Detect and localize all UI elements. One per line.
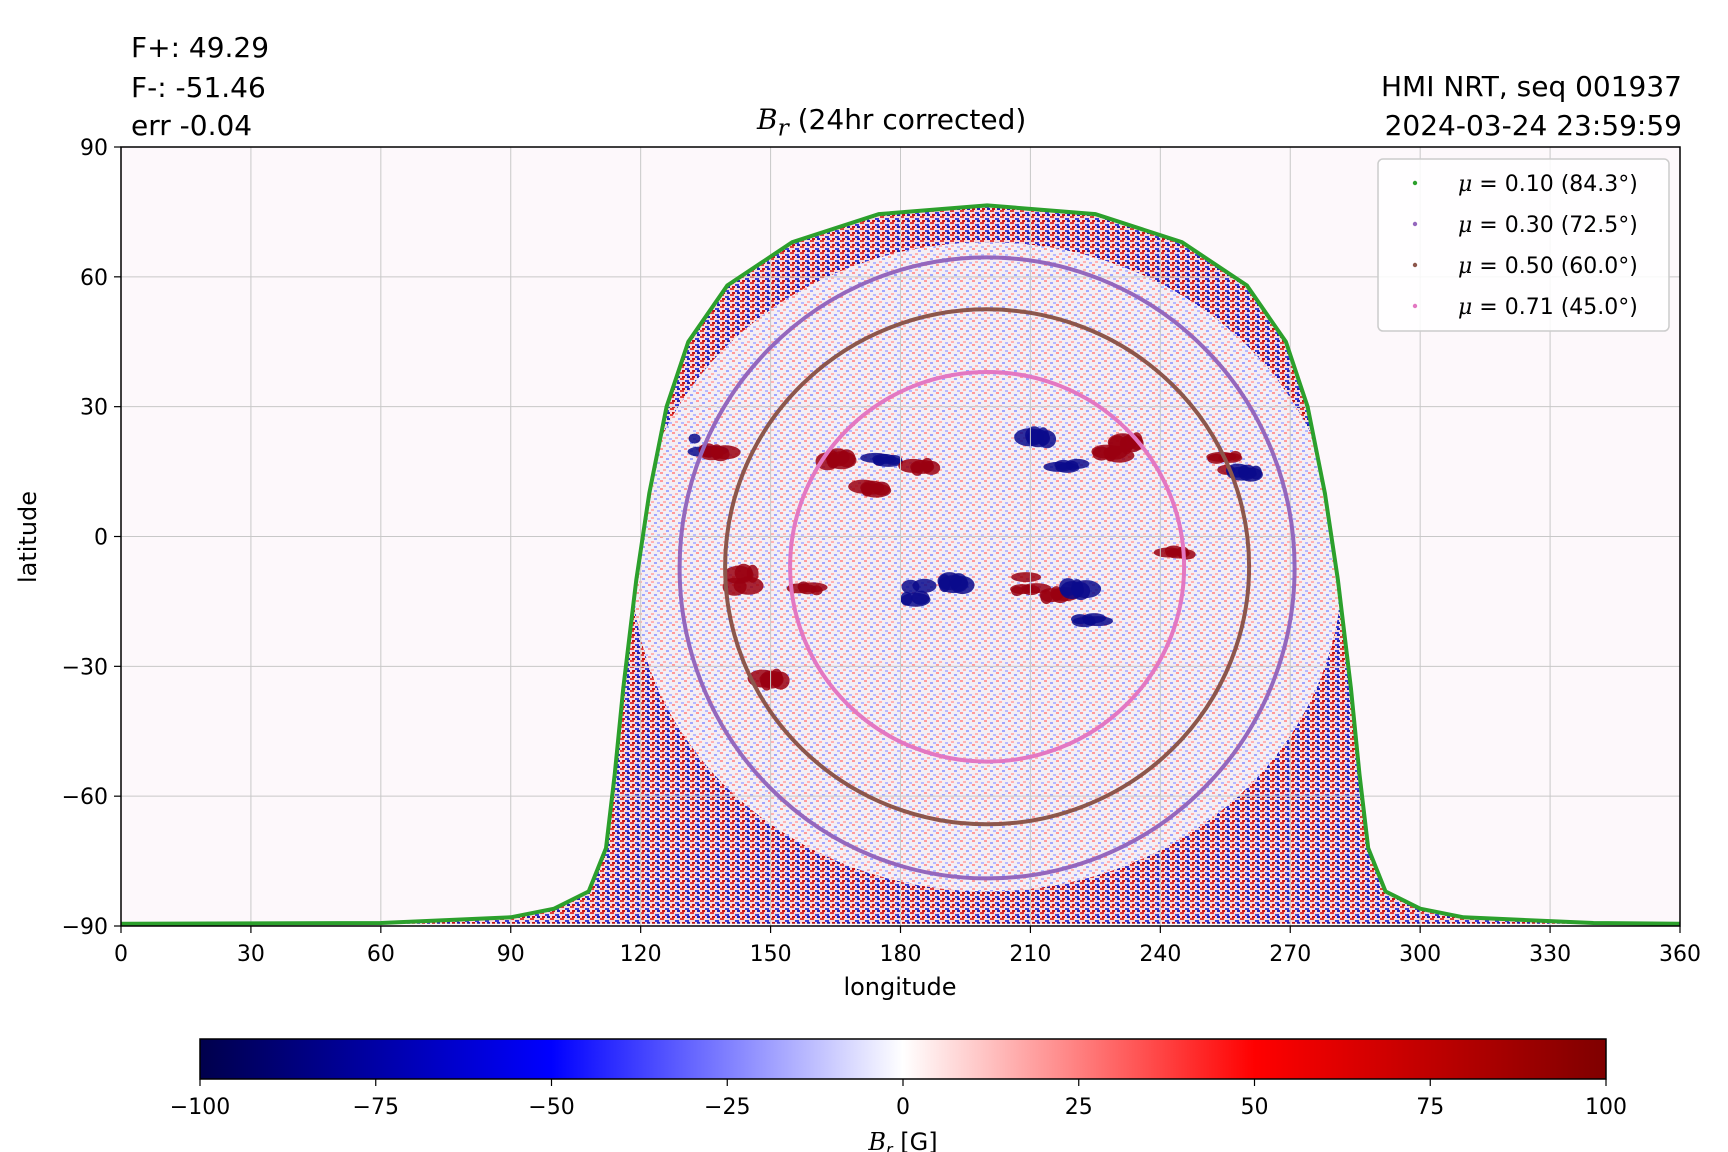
colorbar-tick-label: 0 bbox=[896, 1095, 910, 1120]
active-region-positive bbox=[921, 457, 934, 472]
colorbar-tick-label: −75 bbox=[353, 1095, 399, 1120]
x-tick-label: 0 bbox=[114, 942, 128, 967]
active-region-positive bbox=[1107, 433, 1138, 452]
x-tick-label: 210 bbox=[1009, 942, 1051, 967]
colorbar-symbol: B bbox=[867, 1128, 886, 1152]
colorbar bbox=[199, 1038, 1607, 1080]
title-subscript: r bbox=[777, 113, 789, 142]
colorbar-subscript: r bbox=[886, 1140, 894, 1152]
y-tick-label: −60 bbox=[62, 785, 108, 810]
colorbar-tick-label: −50 bbox=[528, 1095, 574, 1120]
legend-entry-label: μ = 0.50 (60.0°) bbox=[1458, 254, 1638, 279]
active-region-positive bbox=[797, 581, 810, 592]
legend-box bbox=[1377, 158, 1670, 332]
active-region-negative bbox=[860, 452, 891, 463]
mu-contour-0.71 bbox=[788, 370, 1187, 764]
mu-contour-0.30 bbox=[677, 255, 1297, 881]
title-text: (24hr corrected) bbox=[788, 103, 1027, 136]
flux-error: err -0.04 bbox=[131, 109, 253, 142]
active-region-positive bbox=[1229, 450, 1242, 461]
x-tick-label: 300 bbox=[1399, 942, 1441, 967]
active-region-positive bbox=[1164, 545, 1183, 556]
active-region-positive bbox=[825, 448, 850, 467]
x-tick-label: 90 bbox=[497, 942, 525, 967]
active-region-negative bbox=[1025, 426, 1044, 445]
legend-entry-label: μ = 0.10 (84.3°) bbox=[1458, 172, 1638, 197]
y-axis-label: latitude bbox=[14, 491, 42, 583]
x-tick-label: 60 bbox=[367, 942, 395, 967]
x-tick-label: 150 bbox=[750, 942, 792, 967]
x-tick-label: 360 bbox=[1659, 942, 1701, 967]
x-tick-label: 30 bbox=[237, 942, 265, 967]
x-tick-label: 270 bbox=[1269, 942, 1311, 967]
legend-marker bbox=[1412, 180, 1418, 186]
legend-marker bbox=[1412, 262, 1418, 268]
active-region-negative bbox=[900, 591, 913, 606]
active-region-negative bbox=[912, 578, 937, 593]
x-tick-label: 240 bbox=[1139, 942, 1181, 967]
y-tick-label: −30 bbox=[62, 655, 108, 680]
active-region-positive bbox=[1050, 586, 1063, 601]
colorbar-tick-label: 100 bbox=[1585, 1095, 1627, 1120]
active-region-negative bbox=[688, 433, 701, 444]
y-tick-label: −90 bbox=[62, 915, 108, 940]
active-region-positive bbox=[1011, 572, 1042, 583]
observation-timestamp: 2024-03-24 23:59:59 bbox=[1384, 109, 1682, 142]
title-symbol: B bbox=[757, 103, 778, 136]
y-tick-label: 60 bbox=[80, 266, 108, 291]
legend: μ = 0.10 (84.3°) μ = 0.30 (72.5°) μ = 0.50… bbox=[1377, 158, 1670, 332]
y-tick-label: 30 bbox=[80, 396, 108, 421]
x-tick-label: 120 bbox=[620, 942, 662, 967]
legend-marker bbox=[1412, 221, 1418, 227]
x-axis-label: longitude bbox=[843, 973, 956, 1001]
data-source: HMI NRT, seq 001937 bbox=[1380, 70, 1682, 103]
colorbar-tick-label: 75 bbox=[1416, 1095, 1444, 1120]
active-region-positive bbox=[898, 458, 929, 473]
active-region-positive bbox=[770, 668, 783, 687]
flux-positive: F+: 49.29 bbox=[131, 31, 270, 64]
active-region-positive bbox=[733, 576, 764, 595]
colorbar-tick-label: 25 bbox=[1065, 1095, 1093, 1120]
x-tick-label: 180 bbox=[880, 942, 922, 967]
mu-contour-0.50 bbox=[723, 307, 1252, 827]
chart-title: Br (24hr corrected) bbox=[757, 106, 1026, 142]
y-tick-label: 90 bbox=[80, 136, 108, 161]
active-region-negative bbox=[911, 590, 930, 605]
colorbar-label: Br [G] bbox=[867, 1128, 937, 1152]
active-region-negative bbox=[1065, 458, 1090, 469]
disk-interior bbox=[632, 242, 1343, 892]
colorbar-tick-label: −100 bbox=[170, 1095, 230, 1120]
active-region-positive bbox=[848, 479, 879, 494]
legend-entry-label: μ = 0.30 (72.5°) bbox=[1458, 213, 1638, 238]
x-tick-label: 330 bbox=[1529, 942, 1571, 967]
mu-contour-0.10 bbox=[121, 203, 1680, 926]
flux-negative: F-: -51.46 bbox=[131, 71, 266, 104]
active-region-negative bbox=[1082, 613, 1106, 624]
active-region-negative bbox=[1059, 578, 1078, 597]
colorbar-tick-label: 50 bbox=[1241, 1095, 1269, 1120]
legend-marker bbox=[1412, 303, 1418, 309]
active-region-positive bbox=[1206, 451, 1237, 462]
active-region-negative bbox=[937, 572, 962, 591]
legend-entry-label: μ = 0.71 (45.0°) bbox=[1458, 295, 1638, 320]
colorbar-tick-label: −25 bbox=[704, 1095, 750, 1120]
y-tick-label: 0 bbox=[94, 526, 108, 551]
colorbar-unit: [G] bbox=[893, 1128, 938, 1152]
